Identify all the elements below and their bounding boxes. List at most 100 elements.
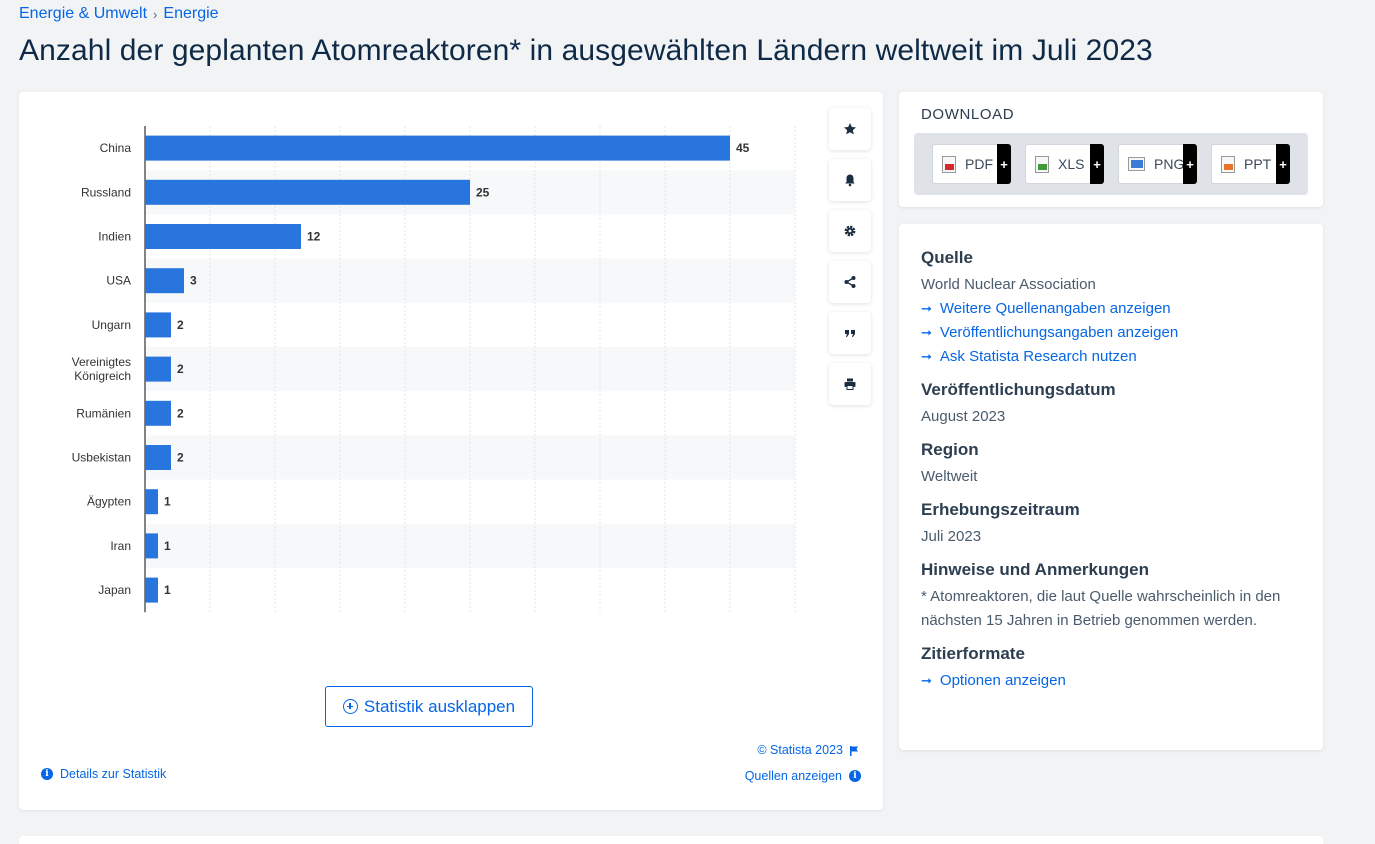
arrow-right-icon: ➞ xyxy=(921,325,932,340)
chart-toolbar xyxy=(829,108,871,405)
details-statistic-link[interactable]: i Details zur Statistik xyxy=(41,767,166,781)
category-label: China xyxy=(100,141,132,155)
info-icon: i xyxy=(849,770,861,782)
bar-chart: 45China25Russland12Indien3USA2Ungarn2Ver… xyxy=(72,126,796,613)
data-label: 2 xyxy=(177,451,184,465)
copyright-link[interactable]: © Statista 2023 xyxy=(757,743,859,757)
download-xls-button[interactable]: XLS + xyxy=(1025,144,1104,184)
period-section: Erhebungszeitraum Juli 2023 xyxy=(921,500,1301,549)
row-band xyxy=(145,258,795,303)
category-label: Ungarn xyxy=(92,318,131,332)
plus-icon: + xyxy=(1276,144,1290,184)
details-statistic-label: Details zur Statistik xyxy=(60,767,167,781)
category-label: Rumänien xyxy=(76,406,131,420)
row-band xyxy=(145,347,795,392)
bar[interactable] xyxy=(145,356,171,382)
source-value: World Nuclear Association xyxy=(921,276,1096,293)
download-card: DOWNLOAD PDF + XLS + PNG + PPT + xyxy=(899,92,1323,207)
settings-button[interactable] xyxy=(829,210,871,252)
bar[interactable] xyxy=(145,533,158,559)
bar[interactable] xyxy=(145,445,171,470)
data-label: 12 xyxy=(307,230,321,244)
bar[interactable] xyxy=(145,312,171,338)
data-label: 2 xyxy=(177,318,184,332)
bar[interactable] xyxy=(145,268,184,294)
ppt-file-icon xyxy=(1221,155,1235,173)
more-sources-link[interactable]: ➞ Weitere Quellenangaben anzeigen xyxy=(921,297,1301,321)
quote-icon xyxy=(845,330,855,337)
png-file-icon xyxy=(1128,157,1145,171)
cite-options-link[interactable]: ➞ Optionen anzeigen xyxy=(921,669,1301,693)
expand-statistic-button[interactable]: Statistik ausklappen xyxy=(325,686,533,727)
favorite-button[interactable] xyxy=(829,108,871,150)
download-png-button[interactable]: PNG + xyxy=(1118,144,1197,184)
bar[interactable] xyxy=(145,224,301,249)
chart-area: 45 China 25 Russland 12 Indien 3 USA 2 Ungarn 2 Ver… xyxy=(19,92,819,732)
show-sources-link[interactable]: Quellen anzeigen i xyxy=(745,769,861,783)
data-label: 45 xyxy=(736,141,750,155)
plus-circle-icon xyxy=(342,699,358,714)
data-label: 2 xyxy=(177,406,184,420)
pubdate-heading: Veröffentlichungsdatum xyxy=(921,380,1116,399)
info-icon: i xyxy=(41,768,53,780)
page-title: Anzahl der geplanten Atomreaktoren* in a… xyxy=(19,34,1153,67)
plus-icon: + xyxy=(1090,144,1104,184)
ask-research-link[interactable]: ➞ Ask Statista Research nutzen xyxy=(921,345,1301,369)
data-label: 1 xyxy=(164,583,171,597)
bar[interactable] xyxy=(145,489,158,515)
cite-section: Zitierformate ➞ Optionen anzeigen xyxy=(921,644,1301,693)
pubdate-value: August 2023 xyxy=(921,408,1006,425)
breadcrumb: Energie & Umwelt › Energie xyxy=(19,5,219,23)
more-sources-label: Weitere Quellenangaben anzeigen xyxy=(939,300,1171,317)
data-label: 2 xyxy=(177,362,184,376)
share-icon xyxy=(844,276,856,288)
breadcrumb-item-energie-umwelt[interactable]: Energie & Umwelt xyxy=(19,5,148,22)
region-heading: Region xyxy=(921,440,979,459)
download-format-label: PNG xyxy=(1154,156,1185,172)
breadcrumb-item-energie[interactable]: Energie xyxy=(163,5,219,22)
category-label: Ägypten xyxy=(87,495,131,509)
pubdate-section: Veröffentlichungsdatum August 2023 xyxy=(921,380,1301,429)
arrow-right-icon: ➞ xyxy=(921,673,932,688)
bar[interactable] xyxy=(145,577,158,603)
source-heading: Quelle xyxy=(921,248,973,267)
cite-options-label: Optionen anzeigen xyxy=(939,672,1066,689)
category-label: Japan xyxy=(98,583,131,597)
download-ppt-button[interactable]: PPT + xyxy=(1211,144,1290,184)
plus-icon: + xyxy=(997,144,1011,184)
expand-statistic-label: Statistik ausklappen xyxy=(363,696,516,716)
download-format-label: XLS xyxy=(1058,156,1085,172)
category-label: USA xyxy=(106,274,131,288)
category-label: Vereinigtes Königreich xyxy=(72,355,131,383)
next-card-edge xyxy=(19,836,1323,844)
category-label: Usbekistan xyxy=(72,451,131,465)
xls-file-icon xyxy=(1035,155,1049,173)
download-pdf-button[interactable]: PDF + xyxy=(932,144,1011,184)
flag-icon xyxy=(850,745,858,756)
gear-icon xyxy=(844,225,856,237)
print-button[interactable] xyxy=(829,363,871,405)
publication-info-link[interactable]: ➞ Veröffentlichungsangaben anzeigen xyxy=(921,321,1301,345)
data-label: 1 xyxy=(164,495,171,509)
chart-card: 45 China 25 Russland 12 Indien 3 USA 2 Ungarn 2 Ver… xyxy=(19,92,883,810)
notification-button[interactable] xyxy=(829,159,871,201)
arrow-right-icon: ➞ xyxy=(921,301,932,316)
data-label: 3 xyxy=(190,274,197,288)
data-label: 25 xyxy=(476,185,490,199)
share-button[interactable] xyxy=(829,261,871,303)
bar[interactable] xyxy=(145,135,730,161)
cite-button[interactable] xyxy=(829,312,871,354)
plus-icon: + xyxy=(1183,144,1197,184)
download-format-label: PDF xyxy=(965,156,993,172)
notes-section: Hinweise und Anmerkungen * Atomreaktoren… xyxy=(921,560,1301,633)
show-sources-label: Quellen anzeigen xyxy=(744,769,842,783)
info-card: Quelle World Nuclear Association ➞ Weiter… xyxy=(899,224,1323,750)
star-icon xyxy=(844,123,856,135)
download-bar: PDF + XLS + PNG + PPT + xyxy=(914,133,1308,195)
bar[interactable] xyxy=(145,179,470,205)
period-heading: Erhebungszeitraum xyxy=(921,500,1080,519)
bar[interactable] xyxy=(145,400,171,426)
pdf-file-icon xyxy=(942,155,956,173)
download-title: DOWNLOAD xyxy=(921,106,1015,123)
category-label: Russland xyxy=(81,185,131,199)
